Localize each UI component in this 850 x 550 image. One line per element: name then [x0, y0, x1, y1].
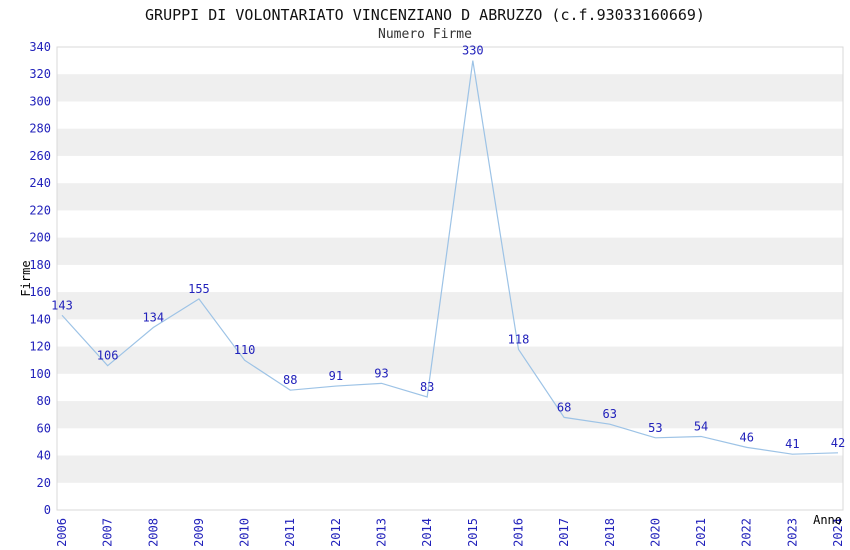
x-tick-label: 2009 [192, 518, 206, 547]
data-label: 41 [785, 437, 799, 451]
x-tick-label: 2022 [740, 518, 754, 547]
data-label: 88 [283, 373, 297, 387]
chart-title: GRUPPI DI VOLONTARIATO VINCENZIANO D ABR… [145, 6, 705, 24]
data-label: 134 [142, 311, 164, 325]
y-tick-label: 260 [29, 149, 51, 163]
line-series [61, 60, 839, 455]
grid-band [57, 401, 843, 429]
x-tick-label: 2010 [238, 518, 252, 547]
chart-subtitle: Numero Firme [378, 27, 472, 42]
data-label: 53 [648, 421, 662, 435]
data-label: 118 [508, 332, 530, 346]
y-tick-label: 140 [29, 312, 51, 326]
y-tick-label: 180 [29, 258, 51, 272]
grid-band [57, 455, 843, 483]
data-label: 42 [831, 436, 845, 450]
y-tick-label: 100 [29, 367, 51, 381]
x-axis-title: Anno [813, 513, 842, 527]
y-tick-label: 220 [29, 203, 51, 217]
data-label: 83 [420, 380, 434, 394]
x-tick-label: 2011 [283, 518, 297, 547]
y-tick-label: 300 [29, 94, 51, 108]
data-label: 68 [557, 400, 571, 414]
y-tick-label: 280 [29, 122, 51, 136]
y-tick-label: 0 [44, 503, 51, 517]
y-tick-label: 160 [29, 285, 51, 299]
y-tick-label: 80 [37, 394, 51, 408]
grid-band [57, 346, 843, 374]
grid-band [57, 292, 843, 320]
y-tick-label: 120 [29, 340, 51, 354]
x-tick-label: 2007 [101, 518, 115, 547]
x-tick-label: 2021 [694, 518, 708, 547]
x-tick-label: 2006 [55, 518, 69, 547]
y-tick-label: 20 [37, 476, 51, 490]
data-label: 110 [234, 343, 256, 357]
data-label: 54 [694, 419, 708, 433]
x-tick-label: 2024 [831, 518, 845, 547]
data-label: 63 [603, 407, 617, 421]
x-tick-label: 2014 [420, 518, 434, 547]
grid-band [57, 128, 843, 156]
y-tick-label: 200 [29, 231, 51, 245]
data-label: 106 [97, 349, 119, 363]
data-label: 330 [462, 44, 484, 58]
x-tick-label: 2013 [375, 518, 389, 547]
x-tick-label: 2023 [785, 518, 799, 547]
y-tick-label: 60 [37, 421, 51, 435]
data-label: 91 [329, 369, 343, 383]
x-tick-label: 2018 [603, 518, 617, 547]
y-tick-label: 40 [37, 449, 51, 463]
y-tick-label: 340 [29, 40, 51, 54]
x-tick-label: 2016 [511, 518, 525, 547]
y-tick-label: 320 [29, 67, 51, 81]
data-label: 93 [374, 366, 388, 380]
data-label: 46 [739, 430, 753, 444]
data-label: 155 [188, 282, 210, 296]
grid-band [57, 237, 843, 265]
x-tick-label: 2012 [329, 518, 343, 547]
x-tick-label: 2020 [648, 518, 662, 547]
x-tick-label: 2015 [466, 518, 480, 547]
grid-band [57, 74, 843, 102]
x-tick-label: 2017 [557, 518, 571, 547]
y-axis-title: Firme [19, 260, 33, 296]
grid-band [57, 183, 843, 211]
data-label: 143 [51, 298, 73, 312]
plot-border [56, 46, 844, 511]
x-tick-label: 2008 [146, 518, 160, 547]
y-tick-label: 240 [29, 176, 51, 190]
